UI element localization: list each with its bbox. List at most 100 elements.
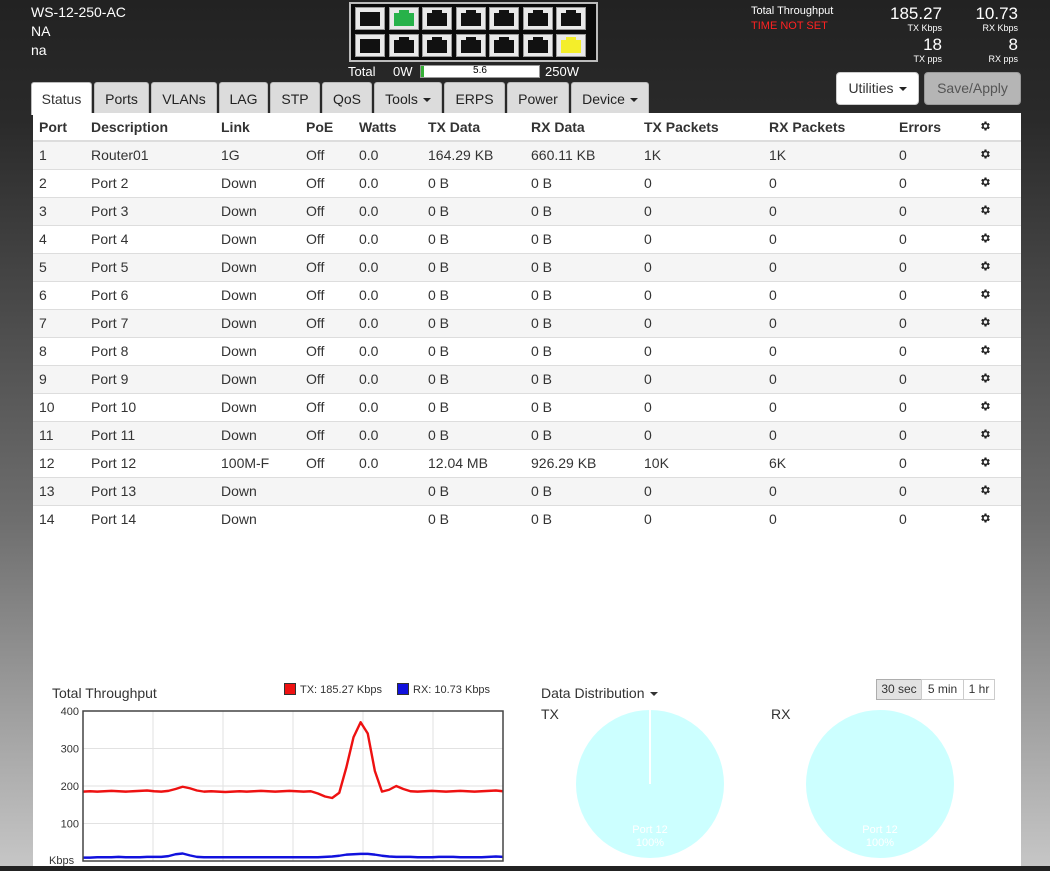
poe-status: Off [300,140,353,169]
tab-status[interactable]: Status [31,82,92,115]
ethernet-port-icon[interactable] [489,7,519,30]
link-status: Down [215,476,300,505]
ethernet-port-icon[interactable] [455,7,486,30]
port-number: 10 [33,392,85,421]
port-settings-cell [973,448,1021,477]
link-status: Down [215,168,300,197]
ethernet-port-icon[interactable] [455,34,486,57]
gear-icon[interactable] [979,204,991,216]
rx-pps-unit: RX pps [988,54,1018,64]
ethernet-port-icon[interactable] [388,34,419,57]
poe-status [300,504,353,533]
power-max-label: 250W [545,64,579,79]
tx-pie-slice-pct: 100% [636,837,664,849]
tab-tools[interactable]: Tools [374,82,442,114]
power-bar-value: 5.6 [473,65,487,76]
rx-data: 0 B [525,196,638,225]
rx-data: 0 B [525,168,638,197]
port-settings-cell [973,392,1021,421]
errors: 0 [893,196,973,225]
link-status: Down [215,392,300,421]
rx-pie-slice-name: Port 12 [862,824,897,836]
ethernet-port-icon[interactable] [556,7,586,30]
poe-status [300,476,353,505]
ethernet-port-icon[interactable] [522,7,553,30]
range-1-hr-button[interactable]: 1 hr [963,679,995,700]
description: Port 7 [85,308,215,337]
gear-icon[interactable] [979,428,991,440]
link-status: Down [215,252,300,281]
port-settings-cell [973,364,1021,393]
gear-icon[interactable] [979,484,991,496]
gear-icon[interactable] [979,456,991,468]
tab-device[interactable]: Device [571,82,649,114]
gear-icon[interactable] [979,288,991,300]
tab-vlans[interactable]: VLANs [151,82,217,114]
sfp-port-icon[interactable] [355,7,385,30]
range-5-min-button[interactable]: 5 min [921,679,964,700]
ethernet-port-icon[interactable] [556,34,586,57]
throughput-label: Total Throughput [751,5,834,17]
tab-qos-label: QoS [332,91,361,107]
distribution-dropdown[interactable]: Data Distribution [541,685,658,701]
description: Port 6 [85,280,215,309]
tx-data: 164.29 KB [422,140,525,169]
table-row: 1 Router01 1G Off 0.0 164.29 KB 660.11 KB 1K 1K 0 [33,140,1021,169]
throughput-chart-title: Total Throughput [52,685,157,701]
port-number: 13 [33,476,85,505]
gear-icon[interactable] [979,232,991,244]
sfp-port-icon[interactable] [355,34,385,57]
utilities-button[interactable]: Utilities [836,72,919,105]
ethernet-port-icon[interactable] [422,34,452,57]
rx-data: 0 B [525,224,638,253]
link-status: Down [215,504,300,533]
gear-icon[interactable] [979,176,991,188]
tx-data: 0 B [422,392,525,421]
gear-icon[interactable] [979,120,991,132]
description: Port 5 [85,252,215,281]
range-30-sec-button[interactable]: 30 sec [876,679,922,700]
link-status: Down [215,280,300,309]
legend-rx-label: RX: 10.73 Kbps [413,684,491,696]
tab-qos[interactable]: QoS [322,82,372,114]
rx-data: 0 B [525,336,638,365]
y-tick-label: 100 [61,819,79,831]
tx-pie-slice-name: Port 12 [632,824,667,836]
tab-ports[interactable]: Ports [94,82,149,114]
ethernet-port-icon[interactable] [489,34,519,57]
tx-packets: 0 [638,280,763,309]
rx-data: 0 B [525,252,638,281]
gear-icon[interactable] [979,372,991,384]
gear-icon[interactable] [979,344,991,356]
legend-tx: TX: 185.27 Kbps [284,683,382,696]
gear-icon[interactable] [979,260,991,272]
rx-data: 0 B [525,392,638,421]
caret-down-icon [629,98,638,103]
gear-icon[interactable] [979,316,991,328]
tab-power[interactable]: Power [507,82,569,114]
poe-status: Off [300,448,353,477]
tab-stp[interactable]: STP [270,82,320,114]
tx-data: 0 B [422,364,525,393]
watts: 0.0 [353,224,422,253]
poe-status: Off [300,364,353,393]
gear-icon[interactable] [979,148,991,160]
description: Port 3 [85,196,215,225]
save-apply-button[interactable]: Save/Apply [924,72,1021,105]
tab-lag[interactable]: LAG [219,82,268,114]
throughput-chart-svg: 400 300 200 100 Kbps [49,706,504,867]
ethernet-port-icon[interactable] [388,7,419,30]
y-unit-label: Kbps [49,855,75,866]
tx-data: 0 B [422,476,525,505]
ethernet-port-icon[interactable] [422,7,452,30]
rx-pps-stat: 8 RX pps [988,36,1018,65]
tab-lag-label: LAG [229,91,258,107]
ethernet-port-icon[interactable] [522,34,553,57]
plot-border [82,710,504,862]
gear-icon[interactable] [979,400,991,412]
tab-erps[interactable]: ERPS [444,82,505,114]
gear-icon[interactable] [979,512,991,524]
